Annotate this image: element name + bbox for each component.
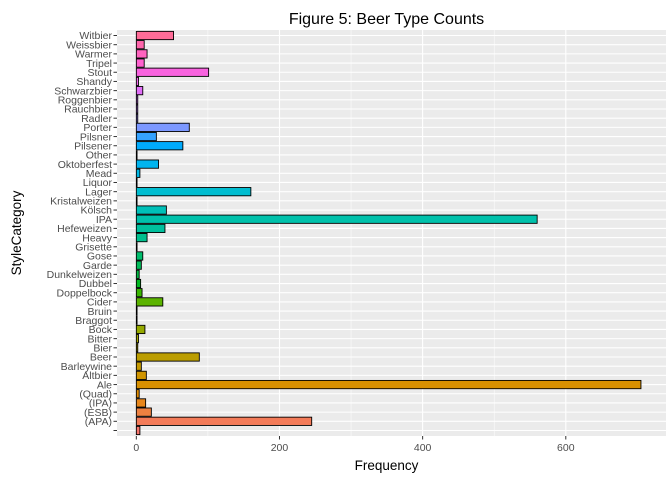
bar xyxy=(135,214,538,224)
bar xyxy=(135,223,166,233)
y-tick-label: Hefeweizen xyxy=(57,223,112,235)
y-tick-label: Schwarzbier xyxy=(54,85,112,97)
bar xyxy=(135,141,184,151)
bar xyxy=(135,233,148,243)
bar xyxy=(135,425,141,436)
bar xyxy=(135,269,140,279)
y-tick-label: Ale xyxy=(97,379,112,391)
y-tick-label: Bruin xyxy=(87,306,112,318)
y-axis-title: StyleCategory xyxy=(9,190,24,275)
y-tick-label: Stout xyxy=(87,67,112,79)
y-tick-label: Pilsner xyxy=(80,131,113,143)
y-tick-label: Bier xyxy=(93,343,112,355)
bar xyxy=(135,389,140,399)
bar xyxy=(135,379,642,390)
y-tick-label: Dubbel xyxy=(79,278,112,290)
bar xyxy=(135,168,141,178)
bar xyxy=(135,416,313,426)
bar-series xyxy=(135,30,642,436)
bar xyxy=(135,297,164,307)
bar xyxy=(135,150,138,160)
y-tick-label: Weissbier xyxy=(66,39,112,51)
bar xyxy=(135,288,143,298)
bar xyxy=(135,370,147,380)
y-tick-label: Beer xyxy=(90,352,113,364)
bar xyxy=(135,30,174,41)
bar xyxy=(135,177,138,188)
bar xyxy=(135,40,145,50)
bar xyxy=(135,58,145,68)
y-tick-label: Tripel xyxy=(86,58,112,70)
chart-title: Figure 5: Beer Type Counts xyxy=(289,11,484,28)
y-tick-label: Warmer xyxy=(75,49,112,61)
bar xyxy=(135,251,144,261)
y-tick-label: Garde xyxy=(83,260,112,272)
y-tick-label: Doppelbock xyxy=(57,287,113,299)
x-axis-title: Frequency xyxy=(355,458,419,473)
bar xyxy=(135,361,142,371)
y-tick-label: (Quad) xyxy=(79,388,112,400)
y-tick-label: Witbier xyxy=(79,30,112,42)
y-tick-label: Bitter xyxy=(87,333,112,345)
y-tick-label: Altbier xyxy=(82,370,112,382)
y-tick-label: Dunkelweizen xyxy=(47,269,113,281)
bar xyxy=(135,131,157,142)
bar xyxy=(135,76,139,87)
y-tick-label: Shandy xyxy=(76,76,112,88)
bar xyxy=(135,113,139,123)
y-tick-label: Heavy xyxy=(82,232,113,244)
y-tick-label: Mead xyxy=(86,168,112,180)
y-tick-label: (APA) xyxy=(85,416,112,428)
y-tick-label: Oktoberfest xyxy=(58,159,112,171)
y-tick-label: Rauchbier xyxy=(64,104,112,116)
bar xyxy=(135,334,139,344)
y-tick-label: Pilsener xyxy=(74,140,112,152)
bar xyxy=(135,159,159,169)
y-axis: (APA)(ESB)(IPA)(Quad)AleAltbierBarleywin… xyxy=(47,30,117,431)
bar xyxy=(135,196,138,206)
bar xyxy=(135,86,144,96)
y-tick-label: (ESB) xyxy=(84,407,112,419)
y-tick-label: Kölsch xyxy=(80,205,112,217)
y-tick-label: Barleywine xyxy=(61,361,113,373)
x-tick-label: 0 xyxy=(133,442,139,454)
y-tick-label: Cider xyxy=(87,297,113,309)
y-tick-label: Grisette xyxy=(75,241,112,253)
y-tick-label: Gose xyxy=(87,251,112,263)
y-tick-label: Liquor xyxy=(83,177,113,189)
y-tick-label: Lager xyxy=(85,186,112,198)
y-tick-label: IPA xyxy=(96,214,112,226)
bar xyxy=(135,278,142,289)
y-tick-label: Kristalweizen xyxy=(50,196,112,208)
bar xyxy=(135,242,138,252)
y-tick-label: (IPA) xyxy=(89,398,112,410)
bar xyxy=(135,352,200,362)
bar xyxy=(135,398,147,408)
bar xyxy=(135,343,139,353)
bar xyxy=(135,187,252,197)
y-tick-label: Roggenbier xyxy=(58,95,113,107)
x-tick-label: 600 xyxy=(557,442,575,454)
bar xyxy=(135,324,146,335)
bar xyxy=(135,315,138,325)
y-tick-label: Braggot xyxy=(75,315,112,327)
y-tick-label: Bock xyxy=(89,324,113,336)
bar xyxy=(135,95,139,105)
y-tick-label: Radler xyxy=(81,113,112,125)
x-tick-label: 400 xyxy=(414,442,432,454)
x-axis: 0 200 400 600 xyxy=(133,436,575,454)
y-tick-label: Porter xyxy=(83,122,112,134)
bar xyxy=(135,122,190,132)
x-tick-label: 200 xyxy=(271,442,289,454)
bar xyxy=(135,407,152,417)
bar xyxy=(135,49,148,59)
bar xyxy=(135,306,138,316)
bar xyxy=(135,205,167,215)
bar xyxy=(135,67,210,77)
plot-panel xyxy=(117,30,666,436)
bar xyxy=(135,260,142,270)
bar xyxy=(135,104,139,114)
y-tick-label: Other xyxy=(86,150,113,162)
